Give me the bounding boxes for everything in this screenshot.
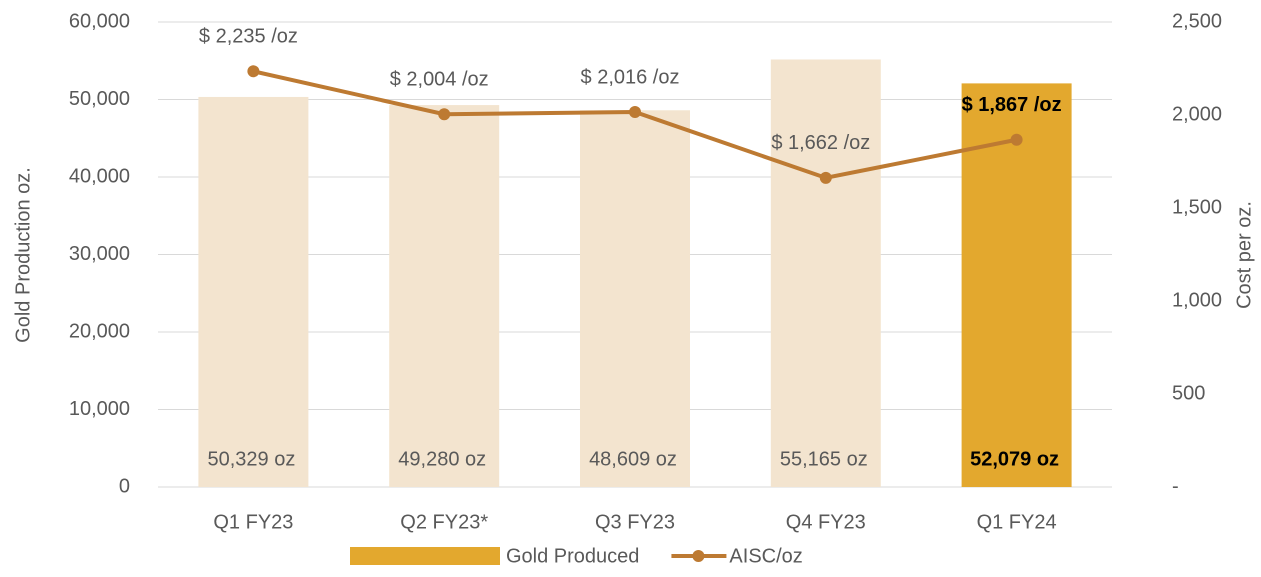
bar	[580, 110, 690, 488]
y2-tick-label: 1,000	[1172, 289, 1222, 311]
bar	[961, 83, 1072, 487]
line-marker	[629, 106, 641, 119]
y2-tick-label: 1,500	[1172, 196, 1222, 218]
x-tick-label: Q3 FY23	[595, 511, 675, 533]
y-tick-label: 0	[119, 475, 130, 497]
bar-value-label: 50,329 oz	[207, 448, 295, 470]
legend-label: Gold Produced	[506, 545, 639, 567]
line-value-label: $ 2,235 /oz	[199, 26, 298, 48]
bar	[389, 105, 500, 487]
line-value-label: $ 2,016 /oz	[581, 66, 680, 88]
legend-swatch	[350, 547, 500, 565]
y-tick-label: 20,000	[69, 320, 130, 342]
bar	[770, 59, 881, 487]
y-tick-label: 60,000	[69, 10, 130, 32]
y-tick-label: 50,000	[69, 88, 130, 110]
y-axis-title: Gold Production oz.	[12, 167, 34, 343]
bar-value-label: 55,165 oz	[780, 448, 868, 470]
x-tick-label: Q4 FY23	[786, 511, 866, 533]
line-value-label: $ 1,867 /oz	[962, 94, 1062, 116]
x-tick-label: Q2 FY23*	[400, 511, 488, 533]
bar-value-label: 48,609 oz	[589, 448, 677, 470]
y2-axis-title: Cost per oz.	[1233, 201, 1255, 309]
y2-tick-label: 500	[1172, 382, 1205, 404]
line-value-label: $ 2,004 /oz	[390, 69, 489, 91]
y-tick-label: 30,000	[69, 243, 130, 265]
line-value-label: $ 1,662 /oz	[771, 132, 870, 154]
y-tick-label: 40,000	[69, 165, 130, 187]
line-marker	[247, 65, 260, 78]
legend-label: AISC/oz	[729, 545, 802, 567]
legend-marker	[692, 550, 705, 562]
bar	[198, 96, 309, 487]
y2-tick-label: 2,000	[1172, 103, 1222, 125]
line-marker	[438, 108, 451, 121]
line-marker	[819, 171, 832, 184]
bar-value-label: 49,280 oz	[398, 448, 486, 470]
y-tick-label: 10,000	[69, 398, 130, 420]
line-marker	[1010, 133, 1023, 146]
y2-tick-label: 2,500	[1172, 10, 1222, 32]
x-tick-label: Q1 FY24	[977, 511, 1057, 533]
x-tick-label: Q1 FY23	[213, 511, 293, 533]
y2-tick-label: -	[1172, 475, 1179, 497]
bar-value-label: 52,079 oz	[970, 448, 1059, 470]
